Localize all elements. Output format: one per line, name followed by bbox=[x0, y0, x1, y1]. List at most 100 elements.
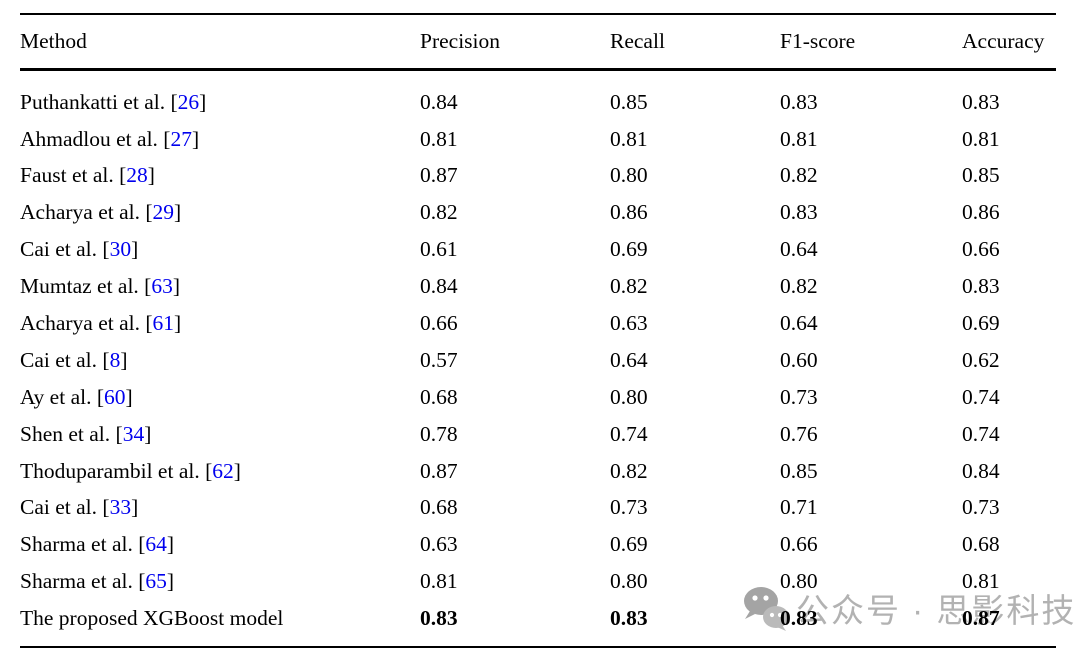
citation-link[interactable]: 26 bbox=[177, 89, 200, 114]
precision-cell: 0.81 bbox=[420, 569, 458, 594]
citation-link[interactable]: 27 bbox=[170, 126, 192, 151]
accuracy-cell: 0.87 bbox=[962, 606, 1000, 631]
method-cell: Shen et al. [34] bbox=[20, 421, 152, 446]
f1-cell: 0.73 bbox=[780, 384, 818, 409]
accuracy-cell: 0.86 bbox=[962, 200, 1000, 225]
accuracy-cell: 0.85 bbox=[962, 163, 1000, 188]
table-row: Cai et al. [33] 0.68 0.73 0.71 0.73 bbox=[20, 490, 1056, 527]
citation-link[interactable]: 65 bbox=[145, 569, 167, 594]
accuracy-cell: 0.68 bbox=[962, 532, 1000, 557]
table-row: Sharma et al. [65] 0.81 0.80 0.80 0.81 bbox=[20, 564, 1056, 601]
f1-cell: 0.66 bbox=[780, 532, 818, 557]
recall-cell: 0.86 bbox=[610, 200, 648, 225]
precision-cell: 0.57 bbox=[420, 347, 458, 372]
wechat-icon bbox=[744, 587, 789, 631]
table-row: Ay et al. [60] 0.68 0.80 0.73 0.74 bbox=[20, 379, 1056, 416]
f1-cell: 0.76 bbox=[780, 421, 818, 446]
table-row: Mumtaz et al. [63] 0.84 0.82 0.82 0.83 bbox=[20, 268, 1056, 305]
method-cell: Ay et al. [60] bbox=[20, 384, 133, 409]
f1-cell: 0.85 bbox=[780, 458, 818, 483]
method-cell: Cai et al. [33] bbox=[20, 495, 139, 520]
citation-link[interactable]: 61 bbox=[152, 311, 175, 336]
citation-link[interactable]: 60 bbox=[104, 384, 126, 409]
table-row: Shen et al. [34] 0.78 0.74 0.76 0.74 bbox=[20, 416, 1056, 453]
recall-cell: 0.63 bbox=[610, 311, 648, 336]
recall-cell: 0.74 bbox=[610, 421, 648, 446]
citation-link[interactable]: 63 bbox=[151, 274, 173, 299]
f1-cell: 0.83 bbox=[780, 200, 818, 225]
accuracy-cell: 0.66 bbox=[962, 237, 1000, 262]
f1-cell: 0.64 bbox=[780, 311, 818, 336]
citation-link[interactable]: 28 bbox=[126, 163, 148, 188]
f1-cell: 0.80 bbox=[780, 569, 818, 594]
table-row: Thoduparambil et al. [62] 0.87 0.82 0.85 0.8… bbox=[20, 453, 1056, 490]
column-header-method: Method bbox=[20, 28, 87, 53]
f1-cell: 0.83 bbox=[780, 89, 818, 114]
citation-link[interactable]: 29 bbox=[152, 200, 175, 225]
recall-cell: 0.83 bbox=[610, 606, 648, 631]
results-table: Method Precision Recall F1-score Accurac… bbox=[20, 13, 1056, 649]
f1-cell: 0.82 bbox=[780, 274, 818, 299]
method-cell: Sharma et al. [64] bbox=[20, 532, 175, 557]
table-header-rule bbox=[20, 68, 1056, 71]
recall-cell: 0.64 bbox=[610, 347, 648, 372]
recall-cell: 0.80 bbox=[610, 163, 648, 188]
f1-cell: 0.83 bbox=[780, 606, 818, 631]
citation-link[interactable]: 34 bbox=[122, 421, 145, 446]
table-row: Faust et al. [28] 0.87 0.80 0.82 0.85 bbox=[20, 158, 1056, 195]
recall-cell: 0.82 bbox=[610, 458, 648, 483]
recall-cell: 0.85 bbox=[610, 89, 648, 114]
precision-cell: 0.84 bbox=[420, 89, 458, 114]
recall-cell: 0.73 bbox=[610, 495, 648, 520]
table-row: The proposed XGBoost model 0.83 0.83 0.83 0.… bbox=[20, 600, 1056, 637]
table-row: Acharya et al. [29] 0.82 0.86 0.83 0.86 bbox=[20, 195, 1056, 232]
recall-cell: 0.69 bbox=[610, 237, 648, 262]
method-cell: Ahmadlou et al. [27] bbox=[20, 126, 200, 151]
recall-cell: 0.82 bbox=[610, 274, 648, 299]
citation-link[interactable]: 30 bbox=[109, 237, 132, 262]
recall-cell: 0.80 bbox=[610, 569, 648, 594]
method-cell: Sharma et al. [65] bbox=[20, 569, 175, 594]
precision-cell: 0.84 bbox=[420, 274, 458, 299]
column-header-f1-score: F1-score bbox=[780, 28, 856, 53]
citation-link[interactable]: 33 bbox=[109, 495, 132, 520]
accuracy-cell: 0.74 bbox=[962, 384, 1000, 409]
method-cell: The proposed XGBoost model bbox=[20, 606, 284, 631]
f1-cell: 0.60 bbox=[780, 347, 818, 372]
precision-cell: 0.83 bbox=[420, 606, 458, 631]
precision-cell: 0.66 bbox=[420, 311, 458, 336]
column-header-precision: Precision bbox=[420, 28, 501, 53]
precision-cell: 0.68 bbox=[420, 384, 458, 409]
accuracy-cell: 0.73 bbox=[962, 495, 1000, 520]
table-bottom-rule bbox=[20, 646, 1056, 649]
method-cell: Thoduparambil et al. [62] bbox=[20, 458, 241, 483]
table-header-row: Method Precision Recall F1-score Accurac… bbox=[20, 15, 1056, 68]
precision-cell: 0.81 bbox=[420, 126, 458, 151]
recall-cell: 0.80 bbox=[610, 384, 648, 409]
precision-cell: 0.61 bbox=[420, 237, 458, 262]
accuracy-cell: 0.81 bbox=[962, 569, 1000, 594]
precision-cell: 0.82 bbox=[420, 200, 458, 225]
table-body: Puthankatti et al. [26] 0.84 0.85 0.83 0.83 A… bbox=[20, 71, 1056, 646]
precision-cell: 0.68 bbox=[420, 495, 458, 520]
precision-cell: 0.87 bbox=[420, 163, 458, 188]
precision-cell: 0.78 bbox=[420, 421, 458, 446]
column-header-recall: Recall bbox=[610, 28, 665, 53]
f1-cell: 0.64 bbox=[780, 237, 818, 262]
precision-cell: 0.63 bbox=[420, 532, 458, 557]
method-cell: Cai et al. [30] bbox=[20, 237, 139, 262]
accuracy-cell: 0.74 bbox=[962, 421, 1000, 446]
table-row: Puthankatti et al. [26] 0.84 0.85 0.83 0.83 bbox=[20, 84, 1056, 121]
citation-link[interactable]: 62 bbox=[212, 458, 234, 483]
table-row: Cai et al. [30] 0.61 0.69 0.64 0.66 bbox=[20, 232, 1056, 269]
table-row: Cai et al. [8] 0.57 0.64 0.60 0.62 bbox=[20, 342, 1056, 379]
accuracy-cell: 0.83 bbox=[962, 89, 1000, 114]
citation-link[interactable]: 64 bbox=[145, 532, 167, 557]
method-cell: Mumtaz et al. [63] bbox=[20, 274, 181, 299]
table-row: Sharma et al. [64] 0.63 0.69 0.66 0.68 bbox=[20, 527, 1056, 564]
table-top-rule bbox=[20, 13, 1056, 15]
citation-link[interactable]: 8 bbox=[109, 347, 121, 372]
method-cell: Puthankatti et al. [26] bbox=[20, 89, 207, 114]
f1-cell: 0.71 bbox=[780, 495, 818, 520]
accuracy-cell: 0.83 bbox=[962, 274, 1000, 299]
